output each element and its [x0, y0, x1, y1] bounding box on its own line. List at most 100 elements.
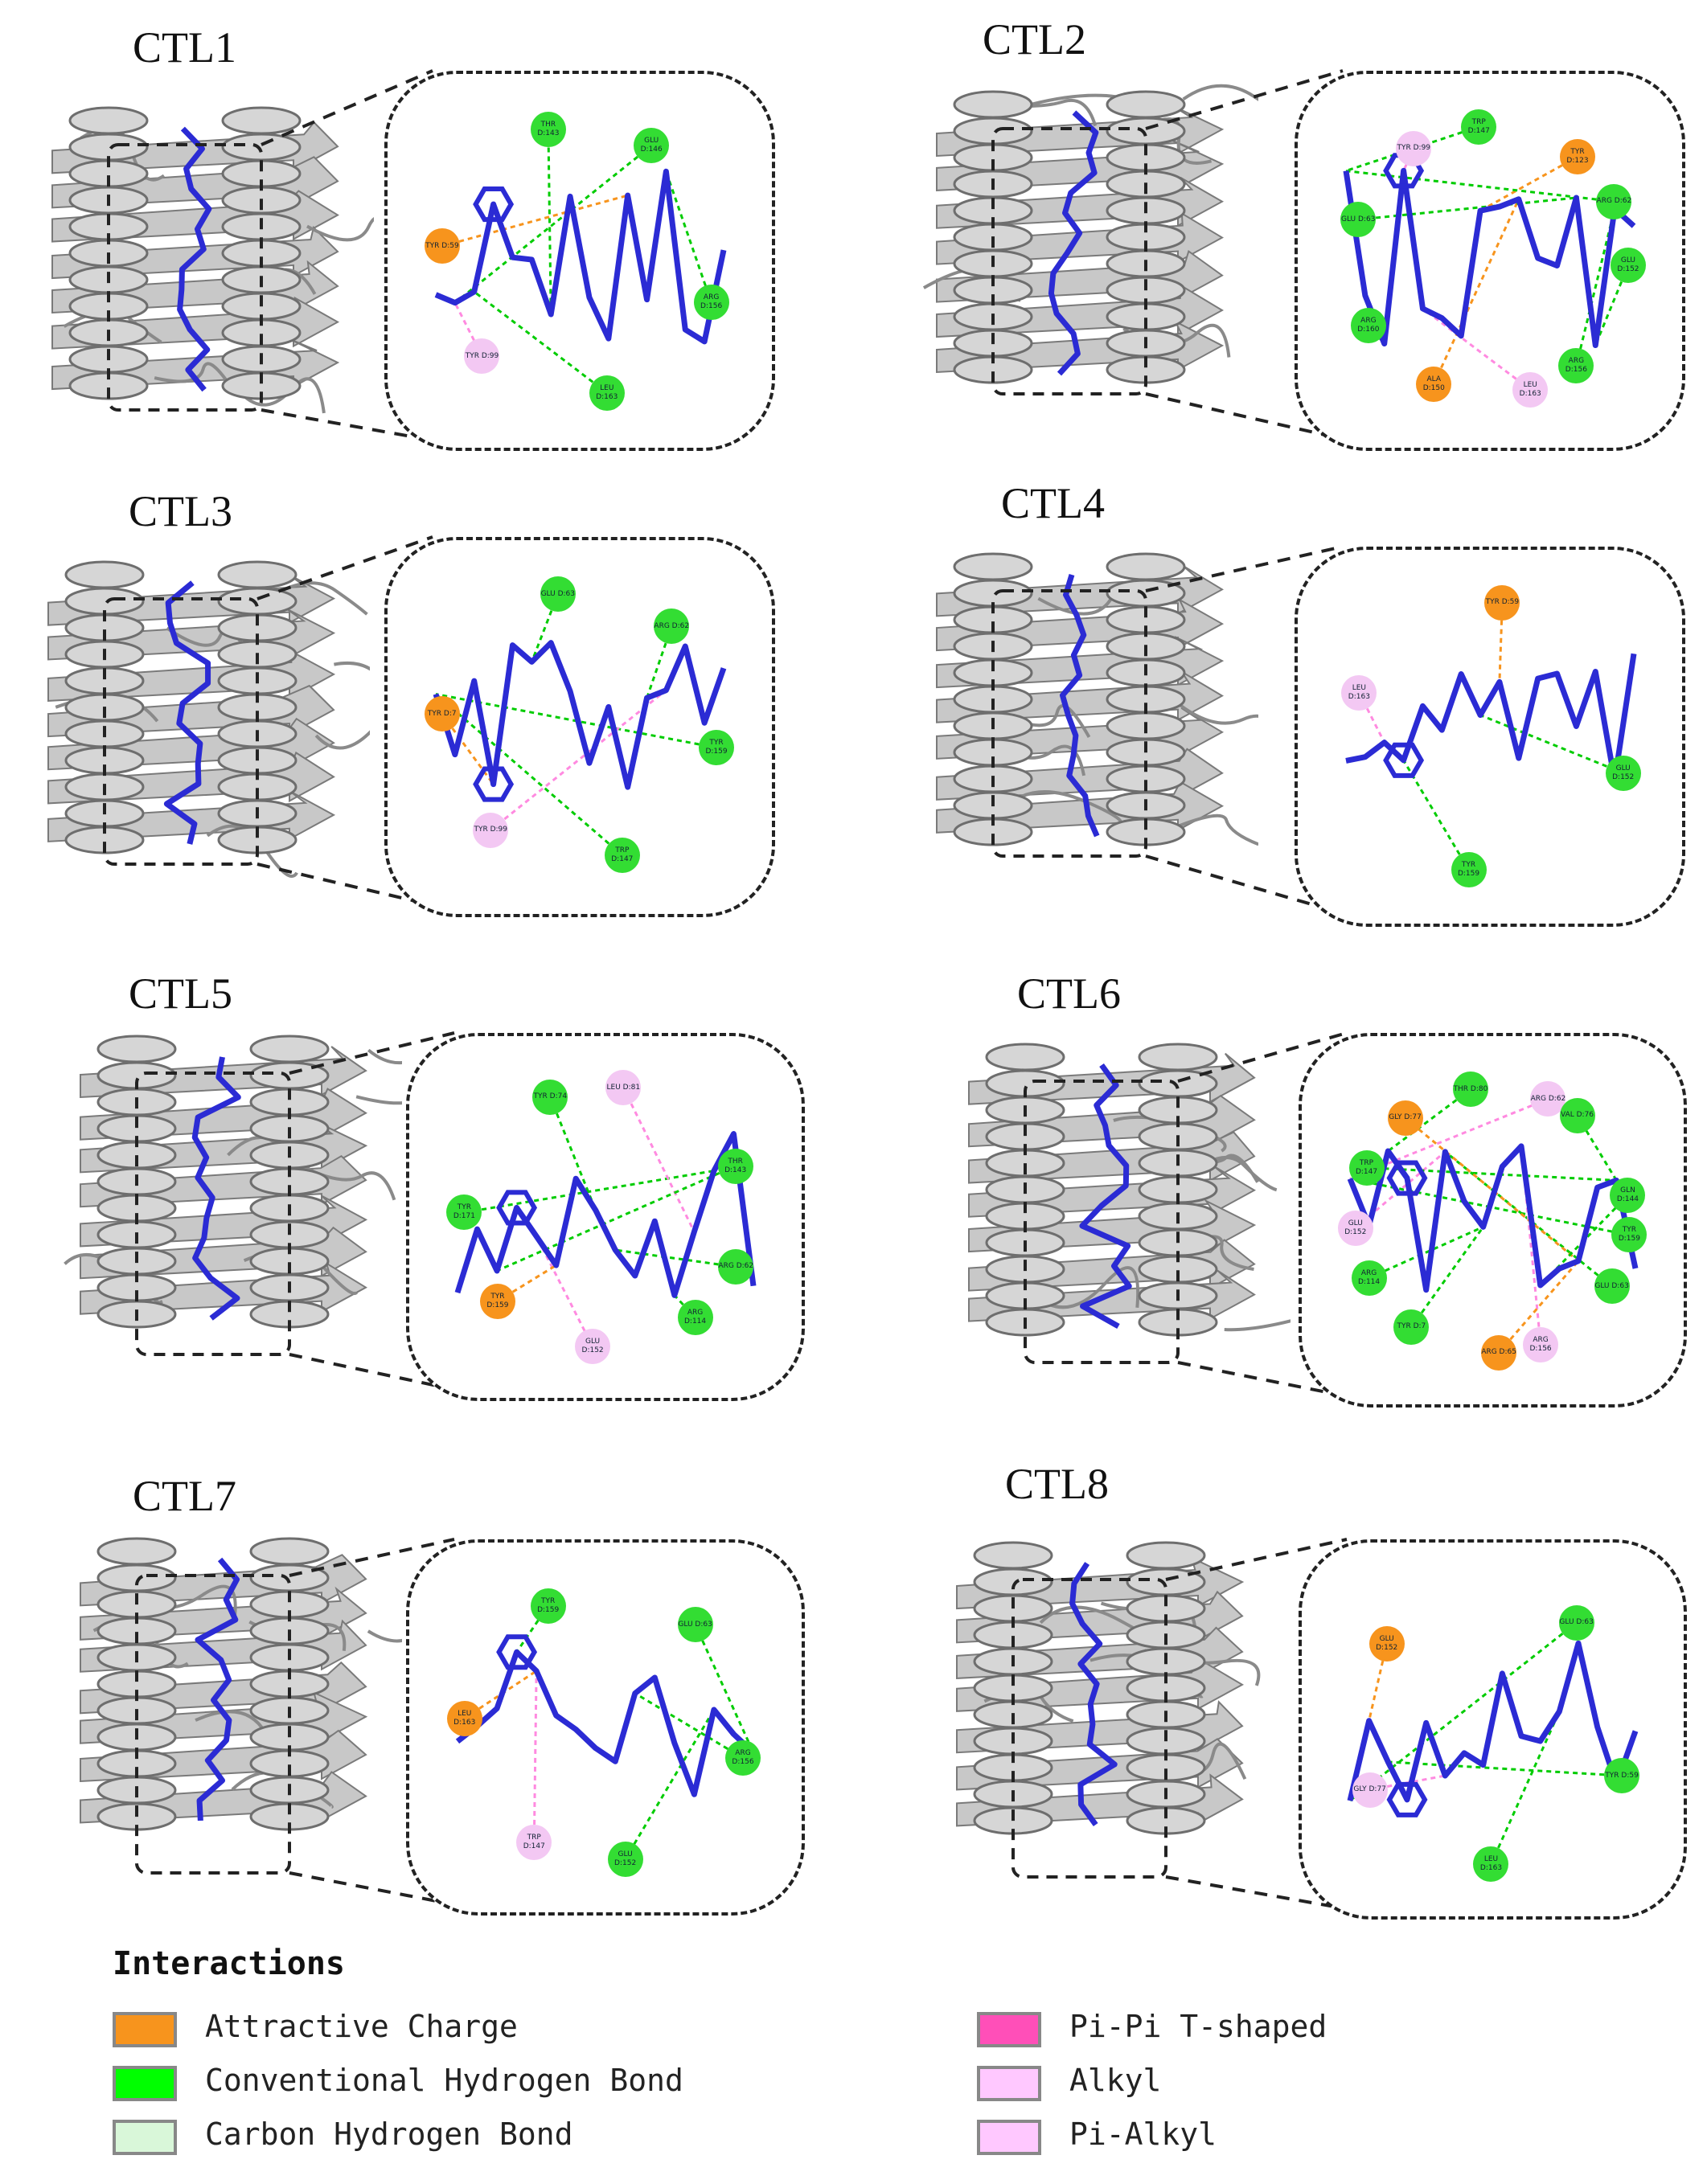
residue-node: ALA D:150: [1416, 366, 1452, 402]
protein-structure-ctl6: [968, 1043, 1291, 1364]
legend-swatch: [977, 2012, 1041, 2047]
protein-structure-ctl5: [64, 1035, 402, 1356]
interaction-diagram-ctl1: ARG D:156 LEU D:163 TYR D:99 TYR D:59 THR D:…: [384, 71, 775, 451]
residue-node: TYR D:171: [446, 1194, 482, 1231]
residue-node: TYR D:59: [424, 228, 460, 264]
interaction-diagram-ctl8: TYR D:59 LEU D:163 GLY D:77 GLU D:152 GLU D:…: [1299, 1539, 1687, 1920]
residue-node: GLU D:152: [1605, 755, 1641, 791]
residue-node: TYR D:59: [1484, 584, 1520, 621]
panel-title-ctl2: CTL2: [983, 15, 1086, 64]
residue-node: LEU D:163: [1341, 674, 1377, 711]
legend-swatch: [977, 2066, 1041, 2101]
panel-title-ctl3: CTL3: [129, 487, 232, 535]
protein-structure-ctl4: [936, 552, 1258, 858]
legend-swatch: [113, 2012, 177, 2047]
residue-node: GLU D:63: [1594, 1268, 1630, 1305]
interactions-legend: Interactions Attractive Charge Conventio…: [113, 1945, 1640, 2170]
protein-structure-ctl3: [47, 560, 370, 878]
residue-node: LEU D:81: [605, 1070, 642, 1106]
legend-swatch: [113, 2066, 177, 2101]
residue-node: TYR D:159: [699, 730, 735, 766]
legend-title: Interactions: [113, 1945, 345, 1982]
interaction-diagram-ctl2: GLU D:152 ARG D:156 LEU D:163 ALA D:150 ARG …: [1295, 71, 1685, 451]
residue-node: TRP D:147: [516, 1824, 552, 1860]
legend-item-attractive-charge: Attractive Charge: [113, 2006, 756, 2054]
panel-title-ctl5: CTL5: [129, 969, 232, 1018]
residue-node: LEU D:163: [446, 1700, 482, 1736]
residue-node: THR D:143: [530, 112, 566, 148]
legend-swatch: [113, 2120, 177, 2155]
residue-node: TYR D:74: [532, 1079, 568, 1115]
residue-node: LEU D:163: [589, 375, 625, 411]
residue-node: TYR D:59: [1604, 1758, 1640, 1794]
panel-title-ctl7: CTL7: [133, 1472, 236, 1520]
legend-label: Alkyl: [1069, 2063, 1162, 2098]
legend-item-alkyl: Alkyl: [977, 2059, 1620, 2108]
residue-node: LEU D:163: [1512, 371, 1549, 408]
legend-item-pi-pi-t-shaped: Pi-Pi T-shaped: [977, 2006, 1620, 2054]
residue-node: TRP D:147: [604, 837, 640, 873]
residue-node: GLU D:63: [677, 1607, 713, 1643]
protein-structure-ctl8: [956, 1541, 1261, 1879]
panel-title-ctl6: CTL6: [1017, 969, 1121, 1018]
residue-node: TYR D:123: [1559, 138, 1595, 174]
residue-node: GLU D:152: [1610, 248, 1646, 284]
residue-node: GLU D:146: [634, 128, 670, 164]
residue-node: GLU D:63: [540, 576, 576, 613]
residue-node: ARG D:160: [1350, 307, 1386, 343]
residue-node: ARG D:114: [1351, 1260, 1387, 1296]
interaction-diagram-ctl4: GLU D:152 TYR D:159 LEU D:163 TYR D:59: [1295, 547, 1685, 927]
legend-swatch: [977, 2120, 1041, 2155]
residue-node: GLY D:77: [1352, 1772, 1388, 1808]
residue-node: GLU D:63: [1558, 1604, 1594, 1641]
residue-node: ARG D:156: [724, 1740, 761, 1776]
residue-node: TYR D:159: [1451, 851, 1487, 887]
residue-node: GLU D:63: [1340, 202, 1377, 238]
panel-title-ctl4: CTL4: [1001, 479, 1105, 527]
residue-node: ARG D:156: [1523, 1326, 1559, 1362]
residue-node: ARG D:62: [718, 1248, 754, 1285]
residue-node: TYR D:7: [1393, 1309, 1430, 1345]
legend-item-carbon-hydrogen-bond: Carbon Hydrogen Bond: [113, 2113, 756, 2161]
legend-label: Pi-Alkyl: [1069, 2116, 1217, 2152]
residue-node: TYR D:159: [479, 1283, 515, 1319]
legend-item-pi-alkyl: Pi-Alkyl: [977, 2113, 1620, 2161]
legend-item-conventional-hydrogen-bond: Conventional Hydrogen Bond: [113, 2059, 756, 2108]
residue-node: ARG D:114: [677, 1300, 713, 1336]
residue-node: TYR D:159: [1611, 1217, 1648, 1253]
interaction-diagram-ctl3: TYR D:159 TRP D:147 TYR D:99 TYR D:7 GLU D:6…: [384, 537, 775, 917]
legend-label: Conventional Hydrogen Bond: [205, 2063, 683, 2098]
residue-node: TRP D:147: [1461, 109, 1497, 145]
residue-node: GLU D:152: [607, 1841, 643, 1877]
residue-node: THR D:143: [717, 1148, 753, 1184]
residue-node: TYR D:99: [464, 338, 500, 375]
interaction-diagram-ctl5: ARG D:62 ARG D:114 GLU D:152 TYR D:159 TYR D…: [406, 1033, 805, 1401]
residue-node: GLY D:77: [1387, 1100, 1423, 1136]
residue-node: ARG D:156: [1558, 348, 1594, 384]
residue-node: THR D:80: [1452, 1072, 1488, 1108]
legend-label: Pi-Pi T-shaped: [1069, 2009, 1327, 2044]
residue-node: GLU D:152: [575, 1329, 611, 1365]
residue-node: TYR D:99: [473, 812, 509, 848]
panel-title-ctl8: CTL8: [1005, 1460, 1109, 1508]
residue-node: TYR D:7: [424, 696, 460, 732]
interaction-diagram-ctl7: ARG D:156 GLU D:152 TRP D:147 LEU D:163 TYR …: [406, 1539, 805, 1916]
panel-title-ctl1: CTL1: [133, 23, 236, 72]
residue-node: ARG D:156: [693, 285, 729, 321]
residue-node: ARG D:62: [1596, 183, 1632, 219]
legend-label: Carbon Hydrogen Bond: [205, 2116, 573, 2152]
residue-node: ARG D:62: [654, 608, 690, 645]
residue-node: TRP D:147: [1348, 1149, 1385, 1186]
residue-node: VAL D:76: [1559, 1097, 1595, 1133]
residue-node: ARG D:65: [1481, 1334, 1517, 1371]
protein-structure-ctl1: [51, 106, 374, 414]
residue-node: TYR D:99: [1396, 130, 1432, 166]
protein-structure-ctl2: [922, 84, 1258, 395]
residue-node: TYR D:159: [530, 1588, 566, 1624]
protein-structure-ctl7: [80, 1537, 402, 1875]
residue-node: GLN D:144: [1610, 1178, 1646, 1214]
legend-label: Attractive Charge: [205, 2009, 518, 2044]
residue-node: GLU D:152: [1337, 1210, 1373, 1246]
interaction-diagram-ctl6: TYR D:159 GLU D:63 ARG D:156 ARG D:65 TYR D:…: [1299, 1033, 1687, 1408]
residue-node: GLU D:152: [1368, 1625, 1405, 1662]
